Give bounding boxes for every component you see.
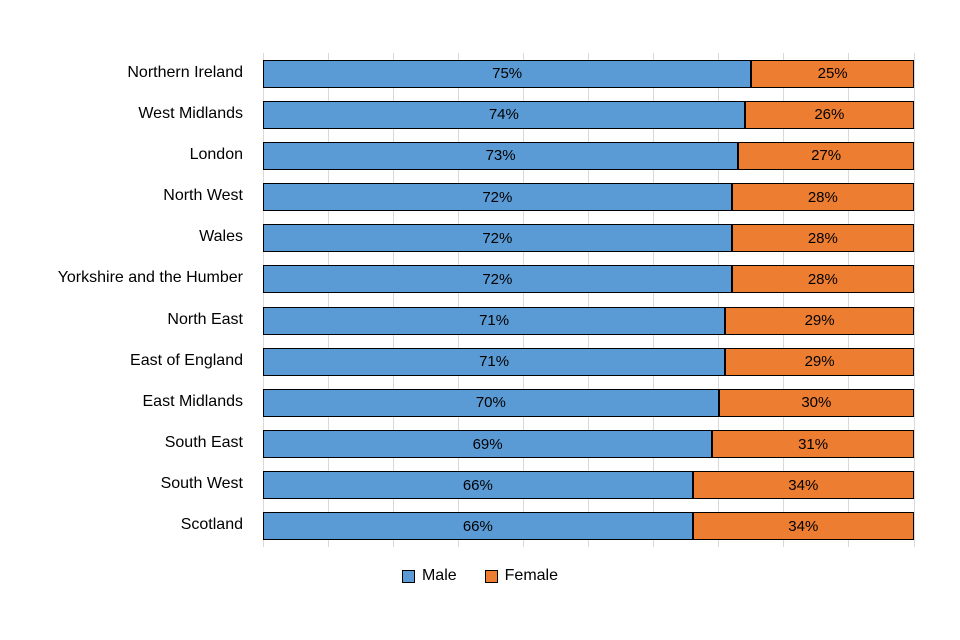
plot-area <box>262 53 915 547</box>
bar-row: 66% 34% <box>263 471 914 500</box>
bar-row: 72% 28% <box>263 224 914 253</box>
legend-item-female: Female <box>484 567 559 585</box>
male-bar-segment: 70% <box>263 388 719 417</box>
category-label: East of England <box>130 351 243 369</box>
male-bar-segment: 71% <box>263 347 726 376</box>
bar-row: 70% 30% <box>263 388 914 417</box>
gridline-90-percent <box>848 53 850 547</box>
category-label: Wales <box>199 228 243 246</box>
category-label: Northern Ireland <box>127 63 243 81</box>
male-bar-segment: 73% <box>263 141 739 170</box>
legend-label-female: Female <box>504 567 559 584</box>
female-bar-segment: 25% <box>751 59 914 88</box>
female-bar-segment: 26% <box>744 100 914 129</box>
male-bar-segment: 71% <box>263 306 726 335</box>
male-bar-segment: 72% <box>263 265 732 294</box>
gridline-30-percent <box>457 53 459 547</box>
female-bar-segment: 29% <box>725 306 914 335</box>
male-bar-segment: 74% <box>263 100 745 129</box>
category-label: South West <box>160 475 243 493</box>
category-label: Scotland <box>180 516 243 534</box>
bar-row: 75% 25% <box>263 59 914 88</box>
category-label: East Midlands <box>142 392 244 410</box>
female-bar-segment: 28% <box>731 265 914 294</box>
gridline-20-percent <box>392 53 394 547</box>
gridline-70-percent <box>718 53 720 547</box>
legend-label-male: Male <box>421 567 457 584</box>
gridline-40-percent <box>522 53 524 547</box>
bar-row: 72% 28% <box>263 183 914 212</box>
category-label: North East <box>167 310 243 328</box>
bar-row: 71% 29% <box>263 306 914 335</box>
bar-row: 73% 27% <box>263 141 914 170</box>
male-bar-segment: 69% <box>263 430 713 459</box>
legend: Male Female <box>0 567 960 585</box>
category-label: West Midlands <box>138 104 243 122</box>
category-label: South East <box>164 434 243 452</box>
male-bar-segment: 66% <box>263 471 693 500</box>
female-bar-segment: 34% <box>692 512 914 541</box>
bar-row: 66% 34% <box>263 512 914 541</box>
female-bar-segment: 29% <box>725 347 914 376</box>
gridline-100-percent <box>913 53 915 547</box>
gridline-10-percent <box>327 53 329 547</box>
bar-row: 71% 29% <box>263 347 914 376</box>
gridline-0-percent <box>262 53 264 547</box>
category-label: North West <box>163 187 243 205</box>
female-bar-segment: 30% <box>718 388 914 417</box>
male-bar-segment: 72% <box>263 224 732 253</box>
category-label: London <box>189 145 243 163</box>
female-bar-segment: 28% <box>731 224 914 253</box>
female-bar-segment: 34% <box>692 471 914 500</box>
female-bar-segment: 28% <box>731 183 914 212</box>
female-bar-segment: 31% <box>712 430 914 459</box>
female-bar-segment: 27% <box>738 141 914 170</box>
bar-row: 72% 28% <box>263 265 914 294</box>
bar-row: 69% 31% <box>263 430 914 459</box>
male-bar-segment: 75% <box>263 59 752 88</box>
female-legend-swatch-icon <box>484 569 498 583</box>
legend-item-male: Male <box>401 567 457 585</box>
bar-row: 74% 26% <box>263 100 914 129</box>
gridline-60-percent <box>653 53 655 547</box>
gridline-80-percent <box>783 53 785 547</box>
male-bar-segment: 72% <box>263 183 732 212</box>
male-bar-segment: 66% <box>263 512 693 541</box>
male-legend-swatch-icon <box>401 569 415 583</box>
gridline-50-percent <box>588 53 589 547</box>
category-axis-labels: Northern Ireland West Midlands London North… <box>0 53 251 547</box>
category-label: Yorkshire and the Humber <box>57 269 243 287</box>
bar-rows: 75% 25% 74% 26% 73% 27% 72% 28% 72% 28% 72% 28% 71% 2… <box>263 53 914 547</box>
